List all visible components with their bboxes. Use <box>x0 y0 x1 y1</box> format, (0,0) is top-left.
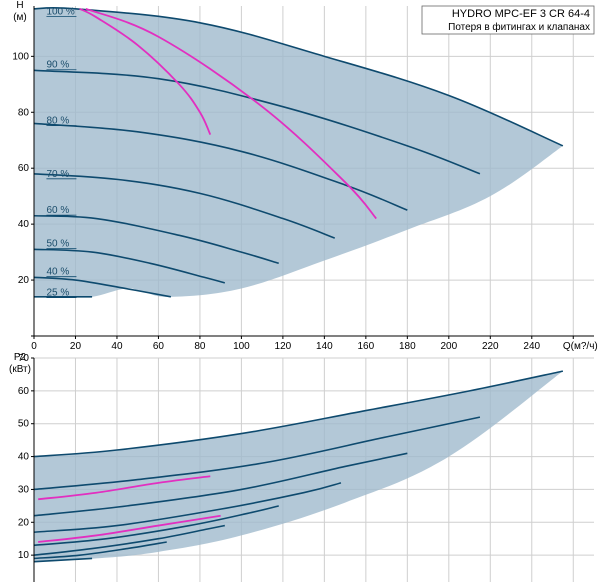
svg-text:140: 140 <box>316 341 333 352</box>
svg-text:100: 100 <box>12 51 29 62</box>
chart-subtitle: Потеря в фитингах и клапанах <box>448 21 590 33</box>
svg-text:220: 220 <box>482 341 499 352</box>
curve-label: 25 % <box>46 288 69 299</box>
curve-label: 80 % <box>46 116 69 127</box>
curve-label: 50 % <box>46 239 69 250</box>
curve-label: 60 % <box>46 205 69 216</box>
svg-text:40: 40 <box>18 219 30 230</box>
svg-text:120: 120 <box>275 341 292 352</box>
svg-text:20: 20 <box>18 517 30 528</box>
svg-text:60: 60 <box>153 341 165 352</box>
svg-text:(кВт): (кВт) <box>9 364 31 375</box>
svg-text:20: 20 <box>18 275 30 286</box>
svg-text:40: 40 <box>18 452 30 463</box>
curve-label: 90 % <box>46 60 69 71</box>
svg-text:40: 40 <box>111 341 123 352</box>
svg-text:50: 50 <box>18 419 30 430</box>
pump-performance-chart: 100 % 90 % 80 % 70 % 60 % 50 % 40 % 25 % 20 40 60 8… <box>0 0 600 582</box>
svg-text:240: 240 <box>523 341 540 352</box>
svg-text:80: 80 <box>18 107 30 118</box>
svg-text:(м): (м) <box>13 12 27 23</box>
curve-label: 40 % <box>46 267 69 278</box>
svg-text:60: 60 <box>18 386 30 397</box>
svg-text:80: 80 <box>194 341 206 352</box>
svg-text:200: 200 <box>440 341 457 352</box>
svg-text:160: 160 <box>358 341 375 352</box>
svg-text:20: 20 <box>70 341 82 352</box>
svg-text:10: 10 <box>18 550 30 561</box>
chart-title: HYDRO MPC-EF 3 CR 64-4 <box>452 8 590 20</box>
svg-text:30: 30 <box>18 484 30 495</box>
svg-text:180: 180 <box>399 341 416 352</box>
svg-text:100: 100 <box>233 341 250 352</box>
svg-text:0: 0 <box>31 341 37 352</box>
svg-text:60: 60 <box>18 163 30 174</box>
curve-label: 70 % <box>46 169 69 180</box>
svg-text:P2: P2 <box>14 352 27 363</box>
curve-label: 100 % <box>46 7 74 18</box>
svg-text:Q(м?/ч): Q(м?/ч) <box>563 341 598 352</box>
svg-text:H: H <box>16 0 23 11</box>
